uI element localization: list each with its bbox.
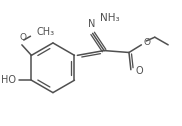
Text: O: O (136, 66, 143, 76)
Text: N: N (88, 19, 95, 29)
Text: O: O (143, 38, 150, 47)
Text: NH₃: NH₃ (100, 13, 120, 23)
Text: O: O (19, 33, 26, 42)
Text: HO: HO (1, 75, 16, 85)
Text: CH₃: CH₃ (36, 27, 54, 37)
